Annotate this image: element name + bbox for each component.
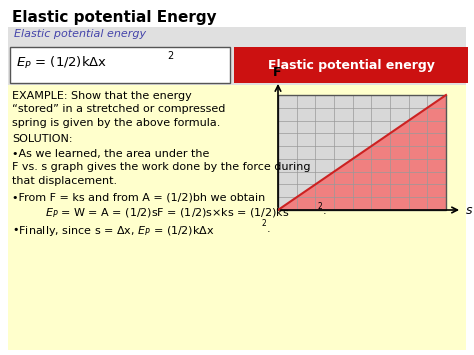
Text: Elastic potential energy: Elastic potential energy (267, 59, 435, 71)
Text: .: . (323, 206, 327, 216)
Text: EXAMPLE: Show that the energy: EXAMPLE: Show that the energy (12, 91, 192, 101)
Text: Elastic potential energy: Elastic potential energy (14, 29, 146, 39)
Text: 2: 2 (318, 202, 323, 211)
Text: •As we learned, the area under the: •As we learned, the area under the (12, 149, 210, 159)
Bar (234, 47, 468, 83)
Text: “stored” in a stretched or compressed: “stored” in a stretched or compressed (12, 104, 225, 115)
Text: F vs. s graph gives the work done by the force during: F vs. s graph gives the work done by the… (12, 163, 310, 173)
Bar (8, 27, 466, 85)
Bar (278, 95, 446, 210)
Text: $E_P$ = (1/2)kΔx: $E_P$ = (1/2)kΔx (16, 55, 108, 71)
Text: •Finally, since s = Δx, $E_P$ = (1/2)kΔx: •Finally, since s = Δx, $E_P$ = (1/2)kΔx (12, 224, 215, 237)
Text: SOLUTION:: SOLUTION: (12, 133, 73, 143)
Text: that displacement.: that displacement. (12, 176, 117, 186)
Text: s: s (466, 203, 473, 217)
Text: spring is given by the above formula.: spring is given by the above formula. (12, 118, 220, 128)
Text: 2: 2 (262, 219, 267, 229)
Polygon shape (278, 95, 446, 210)
Bar (10, 47, 230, 83)
Bar (8, 85, 466, 350)
Polygon shape (278, 95, 446, 210)
Text: F: F (273, 66, 281, 79)
Text: 2: 2 (167, 51, 173, 61)
Text: Elastic potential Energy: Elastic potential Energy (12, 10, 217, 25)
Text: •From F = ks and from A = (1/2)bh we obtain: •From F = ks and from A = (1/2)bh we obt… (12, 192, 265, 202)
Text: $E_P$ = W = A = (1/2)sF = (1/2)s×ks = (1/2)ks: $E_P$ = W = A = (1/2)sF = (1/2)s×ks = (1… (45, 206, 290, 220)
Text: .: . (267, 224, 271, 234)
